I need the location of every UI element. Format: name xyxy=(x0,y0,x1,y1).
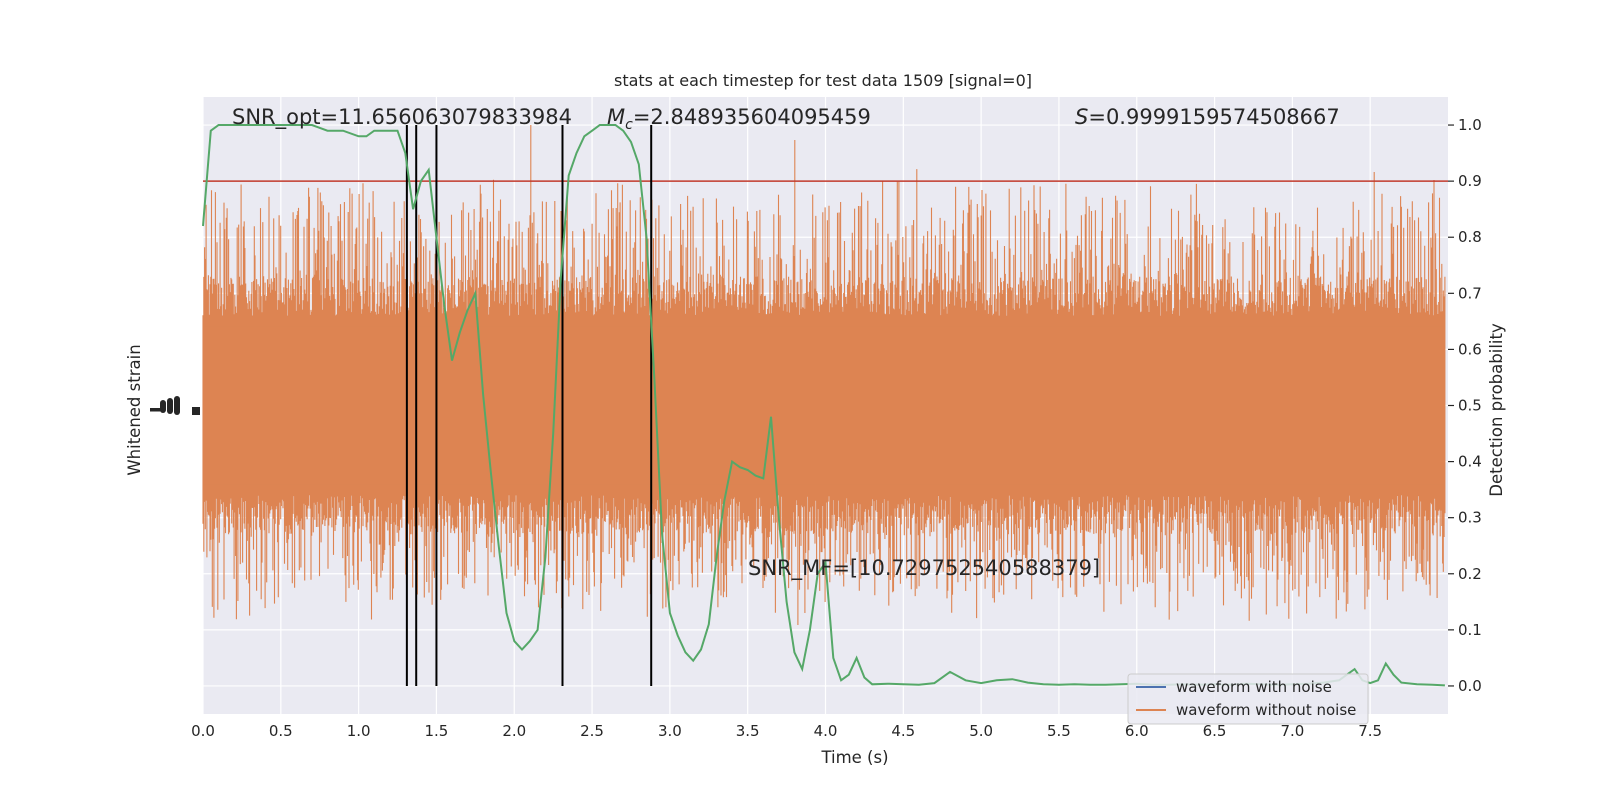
peak-time-markers xyxy=(405,125,653,686)
y-tick-label-2: 0.2 xyxy=(1458,565,1482,583)
legend-box xyxy=(1127,673,1369,725)
x-tick-label-6: 3.0 xyxy=(658,722,682,740)
noise-band-core xyxy=(203,326,1445,485)
y-tick-label-1: 0.1 xyxy=(1458,621,1482,639)
y-tick-label-9: 0.9 xyxy=(1458,172,1482,190)
chirp-mass-value: =2.848935604095459 xyxy=(633,105,871,129)
y-tick-label-0: 0.0 xyxy=(1458,677,1482,695)
x-tick-label-2: 1.0 xyxy=(347,722,371,740)
chart-title: stats at each timestep for test data 150… xyxy=(614,71,1032,90)
y-axis-right-label: Detection probability xyxy=(1487,323,1506,497)
snr-mf-annotation: SNR_MF=[10.729752540588379] xyxy=(748,556,1100,581)
x-tick-label-5: 2.5 xyxy=(580,722,604,740)
x-tick-label-10: 5.0 xyxy=(969,722,993,740)
x-tick-label-15: 7.5 xyxy=(1358,722,1382,740)
y-tick-label-7: 0.7 xyxy=(1458,284,1482,302)
left-axis-collapsed-ticks xyxy=(150,396,200,415)
x-axis-ticks: 0.0 0.5 1.0 1.5 2.0 2.5 3.0 3.5 4.0 4.5 5.0 5.5 6.0 6… xyxy=(191,722,1382,740)
x-tick-label-7: 3.5 xyxy=(736,722,760,740)
y-tick-label-5: 0.5 xyxy=(1458,397,1482,415)
chirp-mass-subscript: c xyxy=(625,117,633,133)
legend-label-with-noise: waveform with noise xyxy=(1176,678,1332,696)
x-tick-label-4: 2.0 xyxy=(502,722,526,740)
legend: waveform with noise waveform without noi… xyxy=(1127,673,1369,725)
y-axis-left-label: Whitened strain xyxy=(125,344,144,475)
x-axis-label: Time (s) xyxy=(820,748,888,767)
x-tick-label-13: 6.5 xyxy=(1203,722,1227,740)
y-tick-label-8: 0.8 xyxy=(1458,228,1482,246)
y-axis-right-ticks: 0.0 0.1 0.2 0.3 0.4 0.5 0.6 0.7 0.8 0.9 1.0 xyxy=(1448,116,1482,695)
x-tick-label-1: 0.5 xyxy=(269,722,293,740)
y-tick-label-4: 0.4 xyxy=(1458,453,1482,471)
legend-label-without-noise: waveform without noise xyxy=(1176,701,1356,719)
s-statistic-annotation: S=0.9999159574508667 xyxy=(1075,105,1340,129)
plot-area xyxy=(202,97,1448,714)
y-tick-label-3: 0.3 xyxy=(1458,509,1482,527)
waveform-without-noise-band xyxy=(202,125,1446,625)
x-tick-label-9: 4.5 xyxy=(891,722,915,740)
s-statistic-symbol: S xyxy=(1075,105,1088,129)
y-tick-label-6: 0.6 xyxy=(1458,340,1482,358)
y-tick-label-10: 1.0 xyxy=(1458,116,1482,134)
chirp-mass-symbol: M xyxy=(607,105,625,129)
x-tick-label-0: 0.0 xyxy=(191,722,215,740)
x-tick-label-11: 5.5 xyxy=(1047,722,1071,740)
snr-opt-annotation: SNR_opt=11.656063079833984 xyxy=(232,105,572,130)
x-tick-label-12: 6.0 xyxy=(1125,722,1149,740)
s-statistic-value: =0.9999159574508667 xyxy=(1088,105,1339,129)
x-tick-label-14: 7.0 xyxy=(1280,722,1304,740)
chirp-mass-annotation: Mc=2.848935604095459 xyxy=(607,105,871,133)
x-tick-label-3: 1.5 xyxy=(425,722,449,740)
x-tick-label-8: 4.0 xyxy=(814,722,838,740)
